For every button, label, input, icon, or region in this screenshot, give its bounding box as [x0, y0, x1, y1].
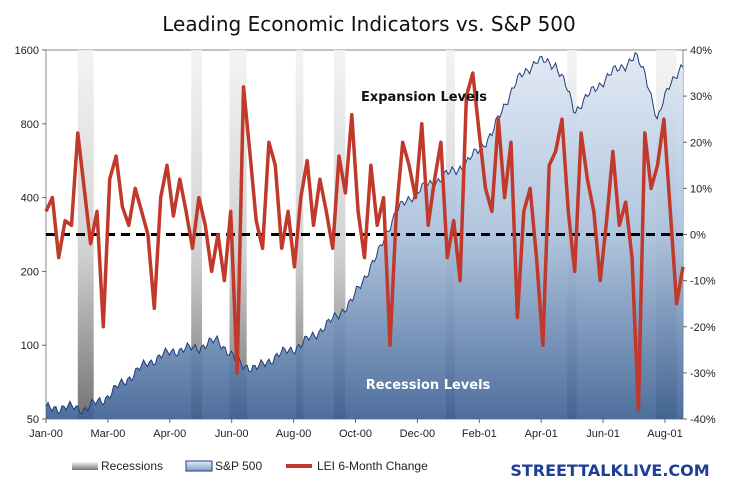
lei-line [44, 71, 685, 412]
x-tick-label: Apr-00 [153, 428, 186, 440]
lei-line-layer [44, 71, 685, 412]
recession-band-1 [77, 50, 94, 419]
legend-swatch-recessions [72, 462, 98, 470]
plot-area [44, 49, 685, 420]
x-tick-label: Jun-00 [215, 428, 249, 440]
right-tick-label: 0% [690, 230, 706, 242]
left-tick-label: 50 [27, 414, 39, 426]
x-tick-label: Mar-00 [90, 428, 125, 440]
x-tick-label: Dec-00 [400, 428, 435, 440]
x-tick-label: Apr-01 [525, 428, 558, 440]
left-tick-label: 800 [21, 119, 39, 131]
left-axis: 50 100 200 400 800 1600 [15, 45, 46, 426]
legend-swatch-sp500 [185, 460, 213, 472]
sp500-area [45, 51, 684, 419]
recession-levels-annotation: Recession Levels [366, 378, 491, 393]
x-tick-label: Aug-01 [647, 428, 682, 440]
right-tick-label: 40% [690, 45, 712, 57]
x-tick-label: Aug-00 [276, 428, 311, 440]
chart-title: Leading Economic Indicators vs. S&P 500 [162, 12, 576, 36]
left-tick-label: 100 [21, 340, 39, 352]
legend: Recessions S&P 500 LEI 6-Month Change [72, 459, 428, 473]
right-tick-label: 20% [690, 137, 712, 149]
sp500-line [45, 51, 684, 415]
left-tick-label: 200 [21, 266, 39, 278]
right-tick-label: -20% [690, 322, 716, 334]
legend-label-recessions: Recessions [101, 459, 163, 473]
left-tick-label: 400 [21, 193, 39, 205]
brand-watermark: STREETTALKLIVE.COM [510, 461, 709, 480]
x-axis: Jan-00 Mar-00 Apr-00 Jun-00 Aug-00 Oct-00 Dec-… [29, 419, 683, 440]
expansion-levels-annotation: Expansion Levels [361, 90, 487, 105]
right-tick-label: 30% [690, 91, 712, 103]
recession-band-4 [295, 50, 304, 419]
x-tick-label: Oct-00 [339, 428, 372, 440]
right-tick-label: -30% [690, 368, 716, 380]
legend-label-sp500: S&P 500 [215, 459, 262, 473]
left-tick-label: 1600 [15, 45, 39, 57]
right-axis: 40% 30% 20% 10% 0% -10% -20% -30% -40% [683, 45, 716, 426]
legend-label-lei: LEI 6-Month Change [317, 459, 428, 473]
right-tick-label: 10% [690, 183, 712, 195]
x-tick-label: Jun-01 [586, 428, 620, 440]
x-tick-label: Jan-00 [29, 428, 63, 440]
sp500-area-fill [46, 52, 683, 419]
x-tick-label: Feb-01 [462, 428, 497, 440]
right-tick-label: -10% [690, 276, 716, 288]
right-tick-label: -40% [690, 414, 716, 426]
